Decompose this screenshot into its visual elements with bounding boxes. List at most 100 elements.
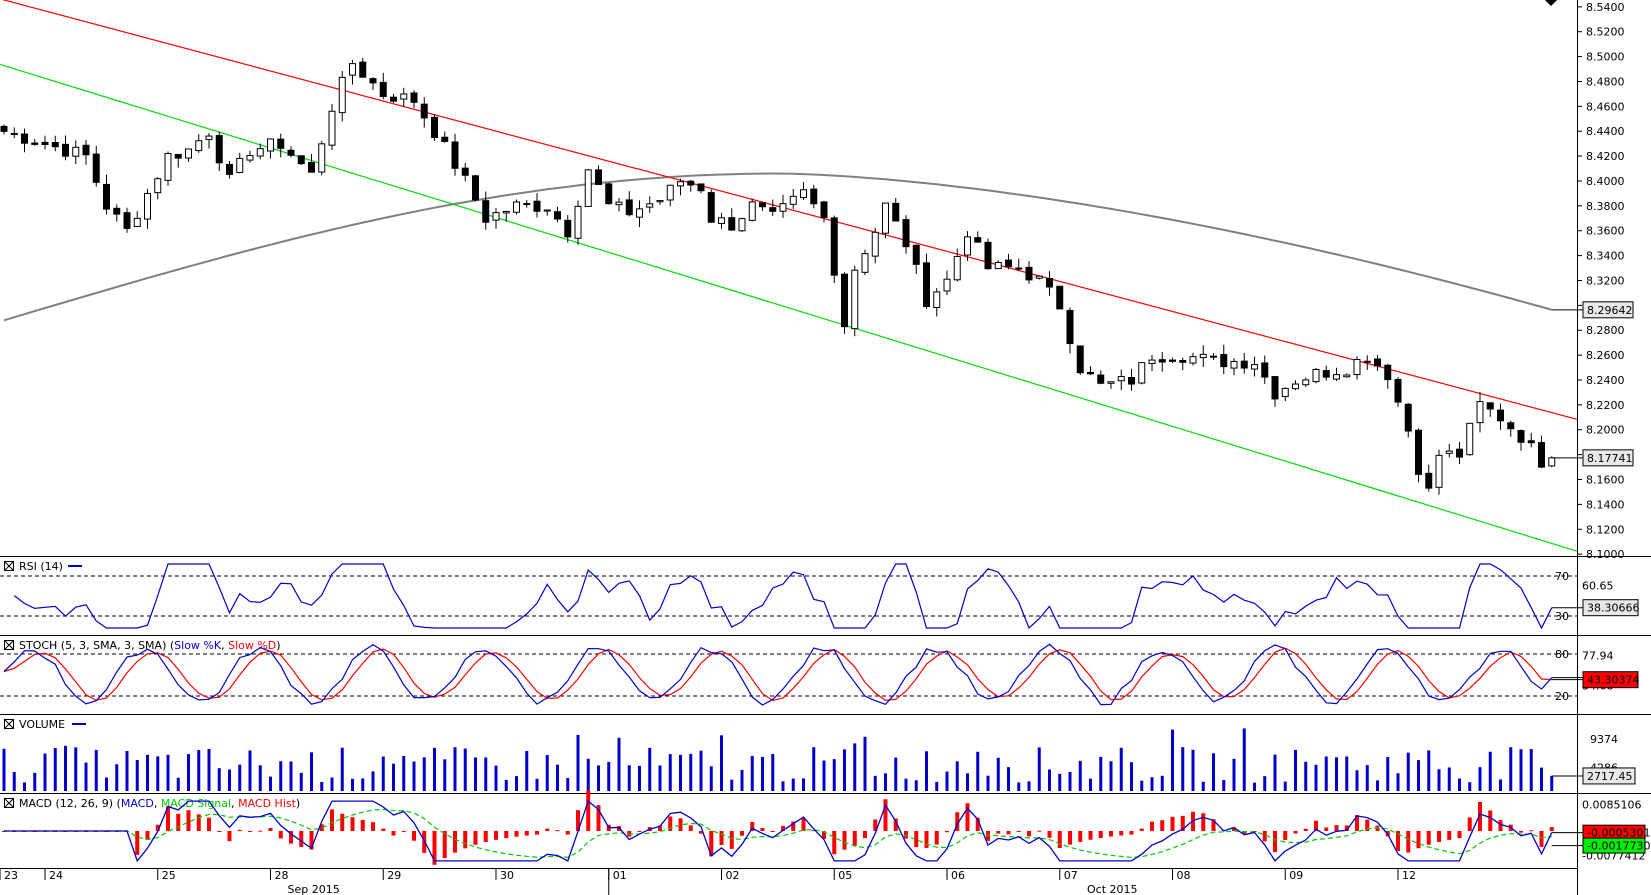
price-panel[interactable]: 8.5400 8.5200 8.5000 8.4800 8.4600 8.4400 8.42…	[0, 0, 1634, 561]
macd-hist-bar	[391, 831, 396, 836]
day-label: 05	[838, 869, 852, 882]
macd-hist-bar	[1293, 831, 1298, 834]
volume-bar	[197, 750, 201, 791]
day-label: 23	[4, 869, 18, 882]
candle	[1128, 368, 1135, 391]
candle	[687, 179, 695, 192]
macd-hist-bar	[740, 831, 744, 836]
time-axis[interactable]: 23 24 25 28 29 30 01 02 05 06 07 08 09 12 Sep 2015 Oct …	[0, 868, 1416, 895]
volume-bar	[1396, 773, 1400, 791]
candle	[308, 154, 315, 173]
macd-hist-bar	[1211, 819, 1216, 831]
macd-hist-bar	[565, 831, 570, 835]
macd-hist-bar	[1170, 816, 1175, 831]
macd-hist-bar	[412, 831, 416, 841]
macd-hist-bar	[1191, 811, 1195, 831]
candle	[1497, 403, 1504, 430]
volume-bar	[1058, 773, 1062, 791]
volume-bar	[525, 750, 529, 791]
macd-hist-bar	[155, 824, 160, 831]
volume-bar	[1376, 780, 1379, 791]
macd-hist-bar	[955, 812, 960, 831]
candle	[984, 238, 992, 270]
macd-panel[interactable]: MACD (12, 26, 9) (MACD, MACD Signal, MAC…	[2, 790, 1650, 865]
volume-bar	[955, 761, 959, 791]
candle	[1015, 258, 1023, 271]
volume-bar	[23, 782, 26, 791]
macd-hist-bar	[514, 831, 519, 837]
volume-bar	[925, 751, 928, 791]
candle	[615, 197, 623, 212]
stoch-close-box-icon[interactable]	[4, 640, 14, 650]
stoch-title: STOCH (5, 3, SMA, 3, SMA) (Slow %K, Slow…	[19, 639, 281, 652]
price-tick-label: 8.3200	[1586, 274, 1625, 287]
volume-bar	[812, 747, 816, 791]
lower-channel-line[interactable]	[0, 63, 1578, 552]
candle	[226, 160, 233, 179]
candle	[451, 133, 459, 176]
candle	[923, 253, 930, 309]
macd-hist-bar	[1109, 831, 1113, 837]
candle	[1117, 369, 1125, 391]
candle	[379, 72, 387, 100]
candle	[21, 128, 28, 153]
candle	[1271, 376, 1279, 407]
volume-bar	[720, 735, 723, 791]
scroll-marker-icon[interactable]	[1545, 0, 1557, 6]
candle	[1158, 351, 1166, 372]
volume-bar	[310, 752, 313, 791]
volume-panel[interactable]: VOLUME 9374 4286 2717.45	[2, 718, 1636, 791]
day-label: 24	[49, 869, 63, 882]
volume-close-box-icon[interactable]	[4, 719, 14, 729]
macd-value-label: -0.0005301	[1587, 827, 1650, 840]
stoch-panel[interactable]: STOCH (5, 3, SMA, 3, SMA) (Slow %K, Slow…	[0, 639, 1640, 706]
candle	[1107, 381, 1115, 389]
macd-hist-bar	[893, 818, 898, 831]
candle	[1302, 377, 1310, 388]
day-label: 08	[1177, 869, 1191, 882]
candle	[256, 143, 264, 160]
volume-bar	[566, 777, 570, 791]
macd-hist-bar	[1262, 831, 1267, 842]
candle	[707, 189, 715, 223]
macd-hist-bar	[1201, 813, 1206, 831]
macd-close-box-icon[interactable]	[4, 798, 14, 808]
macd-hist-bar	[1457, 831, 1462, 839]
macd-hist-bar	[545, 828, 550, 831]
macd-hist-bar	[1129, 831, 1134, 835]
macd-hist-bar	[135, 831, 140, 855]
candle	[728, 208, 736, 231]
macd-hist-bar	[350, 817, 355, 831]
volume-bar	[289, 761, 293, 791]
rsi-panel[interactable]: RSI (14) 70 30 60.65 38.30666	[0, 560, 1640, 630]
candle	[1527, 432, 1535, 448]
macd-hist-bar	[360, 819, 365, 831]
volume-bar	[1355, 770, 1359, 791]
volume-bar	[1499, 779, 1502, 791]
candle	[185, 148, 192, 162]
volume-bar	[228, 769, 231, 791]
upper-channel-line[interactable]	[0, 0, 1578, 420]
price-tick-label: 8.1400	[1586, 498, 1625, 511]
price-tick-label: 8.2800	[1586, 324, 1625, 337]
rsi-close-box-icon[interactable]	[4, 561, 14, 571]
volume-bar	[1232, 758, 1236, 791]
volume-bar	[217, 768, 221, 791]
candle	[277, 133, 285, 158]
volume-bar	[863, 736, 867, 791]
macd-hist-bar	[289, 831, 293, 844]
candle	[810, 184, 818, 209]
volume-bar	[873, 775, 877, 791]
macd-hist-bar	[1027, 831, 1031, 837]
candle	[564, 215, 572, 243]
moving-average-line	[3, 172, 1553, 322]
candle	[174, 153, 182, 168]
macd-hist-bar	[340, 813, 345, 831]
candle	[943, 270, 951, 296]
volume-bar	[1037, 747, 1041, 791]
volume-bar	[135, 760, 139, 791]
volume-bar	[371, 771, 375, 791]
volume-bar	[1068, 771, 1072, 791]
volume-bar	[463, 748, 467, 791]
